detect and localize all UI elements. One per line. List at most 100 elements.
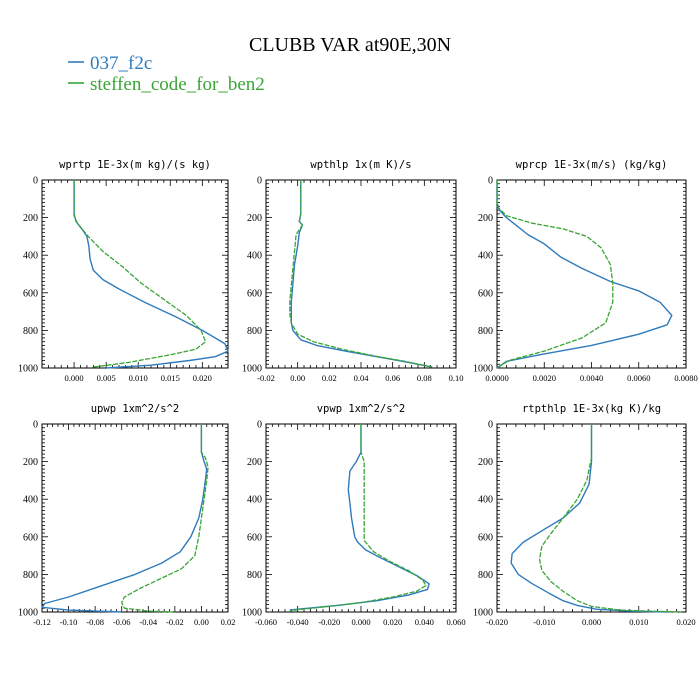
panel-4-series-1 (41, 424, 208, 613)
panel-5-ytick-label: 600 (247, 532, 262, 543)
panel-6-ytick-label: 200 (478, 457, 493, 468)
panel-2-ytick-label: 1000 (242, 364, 262, 375)
panel-5-ytick-label: 800 (247, 570, 262, 581)
panel-1-xtick-label: 0.005 (97, 373, 116, 383)
panel-6-xtick-label: 0.020 (676, 617, 695, 627)
panel-6-ytick-label: 400 (478, 495, 493, 506)
panel-2-xtick-label: -0.02 (257, 373, 275, 383)
panel-1-xtick-label: 0.015 (161, 373, 180, 383)
panel-1-ytick-label: 600 (23, 288, 38, 299)
panel-3-xtick-label: 0.0040 (580, 373, 603, 383)
panel-5-ytick-label: 0 (257, 420, 262, 431)
panel-1-frame (41, 179, 229, 369)
panel-2-xtick-label: 0.00 (290, 373, 305, 383)
legend: 037_f2c steffen_code_for_ben2 (68, 53, 265, 95)
panel-4-title: upwp 1xm^2/s^2 (91, 403, 180, 415)
panel-6-ytick-label: 800 (478, 570, 493, 581)
panel-1-ytick-label: 200 (23, 213, 38, 224)
panel-4-xtick-label: 0.00 (194, 617, 209, 627)
figure-title: CLUBB VAR at90E,30N (249, 34, 451, 56)
panel-3-series-1 (496, 180, 673, 369)
panel-2-frame (265, 179, 457, 369)
panel-4-series-2 (121, 424, 209, 613)
panel-6-xtick-label: 0.010 (629, 617, 648, 627)
panel-3-ytick-label: 0 (488, 176, 493, 187)
panel-5-xtick-label: -0.040 (287, 617, 309, 627)
panel-4-xtick-label: -0.12 (33, 617, 51, 627)
panel-3-title: wprcp 1E-3x(m/s) (kg/kg) (516, 159, 668, 171)
panel-4-frame (41, 423, 229, 613)
panel-5-title: vpwp 1xm^2/s^2 (317, 403, 406, 415)
panel-1-title: wprtp 1E-3x(m kg)/(s kg) (59, 159, 211, 171)
panel-3-ytick-label: 600 (478, 288, 493, 299)
panel-3-ytick-label: 200 (478, 213, 493, 224)
panel-4-xtick-label: -0.10 (60, 617, 78, 627)
panel-4-ytick-label: 200 (23, 457, 38, 468)
panel-4-ytick-label: 400 (23, 495, 38, 506)
panel-6-series-2 (538, 424, 682, 613)
panel-2-ytick-label: 200 (247, 213, 262, 224)
panel-3-ytick-label: 400 (478, 251, 493, 262)
panel-4-ytick-label: 800 (23, 570, 38, 581)
panel-2-ytick-label: 400 (247, 251, 262, 262)
panel-1-xtick-label: 0.000 (65, 373, 84, 383)
panel-6-ytick-label: 1000 (473, 608, 493, 619)
panel-5-ytick-label: 400 (247, 495, 262, 506)
panel-6: rtpthlp 1E-3x(kg K)/kg02004006008001000-… (473, 403, 696, 627)
panel-2-ytick-label: 600 (247, 288, 262, 299)
panel-1-series-2 (73, 180, 207, 368)
panel-1-ytick-label: 800 (23, 326, 38, 337)
panel-5-xtick-label: 0.020 (383, 617, 402, 627)
panel-2-xtick-label: 0.08 (417, 373, 432, 383)
panel-2: wpthlp 1x(m K)/s 0 200 400 600 800 1000-0.02 0.… (242, 159, 463, 383)
panel-2-xtick-label: 0.06 (385, 373, 400, 383)
panel-6-xtick-label: 0.000 (582, 617, 601, 627)
panel-5-xtick-label: 0.040 (415, 617, 434, 627)
panel-2-ytick-label: 0 (257, 176, 262, 187)
panel-5-ytick-label: 1000 (242, 608, 262, 619)
panel-5-xtick-label: 0.000 (351, 617, 370, 627)
panel-3-series-2 (496, 180, 614, 369)
panel-3-xtick-label: 0.0080 (674, 373, 697, 383)
legend-label-1: 037_f2c (90, 53, 152, 74)
panel-6-xtick-label: -0.020 (486, 617, 508, 627)
panel-5-series-2 (289, 424, 427, 612)
panel-4-ytick-label: 0 (33, 420, 38, 431)
panel-3-frame (496, 179, 687, 369)
panel-6-xtick-label: -0.010 (533, 617, 555, 627)
panel-5: vpwp 1xm^2/s^2 0 200 400 600 800 1000-0.060 -0.… (242, 403, 466, 627)
panel-3-ytick-label: 1000 (473, 364, 493, 375)
panel-5-xtick-label: -0.060 (255, 617, 277, 627)
panel-6-ytick-label: 0 (488, 420, 493, 431)
panel-1-xtick-label: 0.010 (129, 373, 148, 383)
panel-3-xtick-label: 0.0060 (627, 373, 650, 383)
panel-4-xtick-label: 0.02 (221, 617, 236, 627)
panel-4-xtick-label: -0.02 (166, 617, 184, 627)
panel-4-xtick-label: -0.08 (86, 617, 104, 627)
panel-6-ytick-label: 600 (478, 532, 493, 543)
panel-3: wprcp 1E-3x(m/s) (kg/kg) 0 200 400 600 800 100… (473, 159, 698, 383)
panel-2-ytick-label: 800 (247, 326, 262, 337)
panel-2-title: wpthlp 1x(m K)/s (310, 159, 411, 171)
panels: wprtp 1E-3x(m kg)/(s kg) 0 200 400 600 800 100… (18, 159, 698, 627)
panel-2-xtick-label: 0.04 (354, 373, 370, 383)
panel-5-ytick-label: 200 (247, 457, 262, 468)
panel-2-xtick-label: 0.10 (449, 373, 464, 383)
panel-4-xtick-label: -0.04 (139, 617, 157, 627)
panel-6-series-1 (510, 424, 668, 613)
panel-1-ytick-label: 1000 (18, 364, 38, 375)
panel-3-xtick-label: 0.0000 (485, 373, 508, 383)
panel-2-series-1 (290, 180, 433, 368)
panel-4: upwp 1xm^2/s^2 0 200 400 600 800 1000-0.12 -0.1… (18, 403, 235, 627)
panel-6-title: rtpthlp 1E-3x(kg K)/kg (522, 403, 661, 415)
panel-5-xtick-label: -0.020 (318, 617, 340, 627)
panel-2-series-2 (289, 180, 433, 368)
panel-3-ytick-label: 800 (478, 326, 493, 337)
panel-4-xtick-label: -0.06 (113, 617, 131, 627)
panel-1-xtick-label: 0.020 (193, 373, 212, 383)
panel-4-ytick-label: 600 (23, 532, 38, 543)
panel-1-ytick-label: 0 (33, 176, 38, 187)
panel-5-xtick-label: 0.060 (446, 617, 465, 627)
panel-3-xtick-label: 0.0020 (533, 373, 556, 383)
